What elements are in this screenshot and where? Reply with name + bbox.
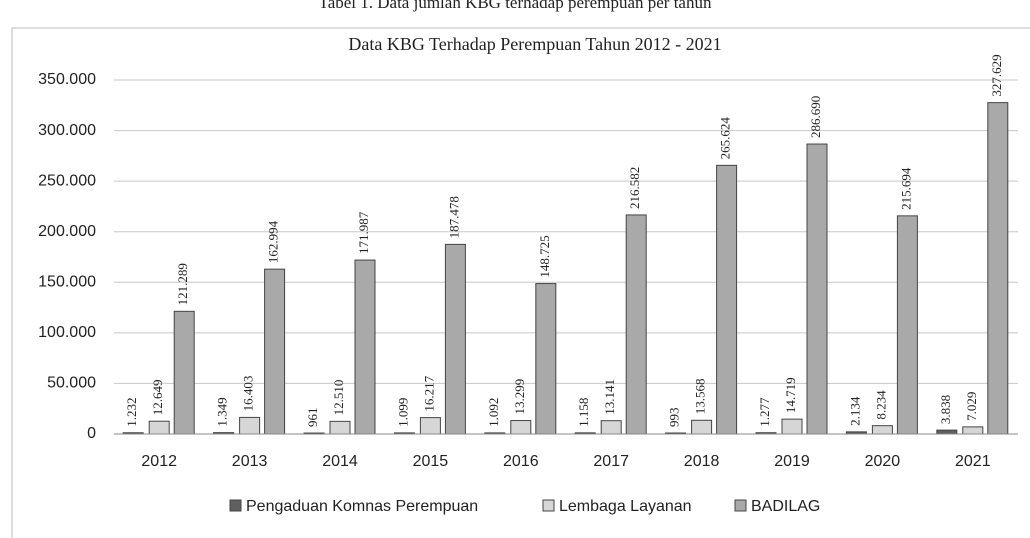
y-tick-label: 200.000 — [38, 223, 96, 240]
x-tick-label: 2014 — [322, 453, 358, 470]
bar — [987, 102, 1009, 435]
legend-label: BADILAG — [751, 498, 820, 515]
data-label: 993 — [667, 407, 682, 427]
y-tick-label: 350.000 — [38, 71, 96, 88]
x-tick-label: 2012 — [141, 453, 177, 470]
data-label: 13.141 — [602, 379, 617, 415]
x-tick-label: 2018 — [684, 453, 720, 470]
data-label: 1.349 — [215, 397, 230, 426]
y-tick-label: 300.000 — [38, 122, 96, 139]
data-label: 1.158 — [576, 398, 591, 427]
data-label: 327.629 — [989, 54, 1004, 96]
bar — [871, 425, 893, 435]
y-tick-label: 150.000 — [38, 274, 96, 291]
bar — [419, 417, 441, 435]
data-label: 12.649 — [150, 379, 165, 415]
x-tick-label: 2015 — [413, 453, 449, 470]
legend-swatch — [734, 499, 747, 512]
data-label: 12.510 — [331, 380, 346, 416]
data-label: 171.987 — [356, 211, 371, 254]
data-label: 162.994 — [266, 220, 281, 263]
bar — [444, 243, 466, 435]
data-label: 3.838 — [938, 395, 953, 424]
legend-label: Lembaga Layanan — [559, 498, 692, 515]
y-tick-label: 250.000 — [38, 172, 96, 189]
bar — [239, 416, 261, 435]
data-label: 14.719 — [783, 377, 798, 413]
data-label: 216.582 — [627, 167, 642, 209]
chart-title: Data KBG Terhadap Perempuan Tahun 2012 -… — [348, 34, 721, 54]
data-label: 7.029 — [964, 392, 979, 421]
legend-swatch — [229, 499, 242, 512]
data-label: 187.478 — [446, 196, 461, 238]
data-label: 2.134 — [847, 396, 862, 426]
legend-label: Pengaduan Komnas Perempuan — [246, 498, 478, 515]
data-label: 286.690 — [808, 96, 823, 138]
bar — [962, 426, 984, 435]
bar — [896, 215, 918, 435]
bar — [781, 418, 803, 435]
bar — [600, 420, 622, 435]
data-label: 1.092 — [486, 398, 501, 427]
data-label: 8.234 — [873, 390, 888, 420]
data-label: 961 — [305, 408, 320, 428]
x-tick-label: 2021 — [955, 453, 991, 470]
bar — [625, 214, 647, 435]
data-label: 13.568 — [693, 379, 708, 415]
data-label: 148.725 — [537, 235, 552, 277]
data-label: 1.099 — [395, 398, 410, 427]
bar — [354, 259, 376, 435]
bar — [264, 268, 286, 435]
y-tick-label: 50.000 — [47, 375, 96, 392]
data-label: 265.624 — [718, 117, 733, 160]
data-label: 1.232 — [124, 398, 139, 427]
bar — [173, 310, 195, 435]
x-tick-label: 2019 — [774, 453, 810, 470]
bar — [936, 429, 958, 435]
x-tick-label: 2020 — [865, 453, 901, 470]
bar — [716, 164, 738, 435]
data-label: 16.217 — [421, 375, 436, 411]
data-label: 1.277 — [757, 397, 772, 427]
bar — [329, 420, 351, 435]
legend-swatch — [542, 499, 555, 512]
bar — [510, 420, 532, 435]
y-tick-label: 100.000 — [38, 324, 96, 341]
x-tick-label: 2016 — [503, 453, 539, 470]
bar — [691, 419, 713, 435]
data-label: 215.694 — [898, 167, 913, 210]
data-label: 16.403 — [241, 376, 256, 412]
data-label: 121.289 — [175, 263, 190, 305]
caption: Tabel 1. Data jumlah KBG terhadap peremp… — [319, 0, 712, 12]
x-tick-label: 2017 — [593, 453, 629, 470]
y-tick-label: 0 — [87, 425, 96, 442]
bar — [148, 420, 170, 435]
bar — [535, 283, 557, 435]
data-label: 13.299 — [512, 379, 527, 415]
chart-frame — [11, 27, 1030, 538]
bar — [806, 143, 828, 435]
x-tick-label: 2013 — [232, 453, 268, 470]
